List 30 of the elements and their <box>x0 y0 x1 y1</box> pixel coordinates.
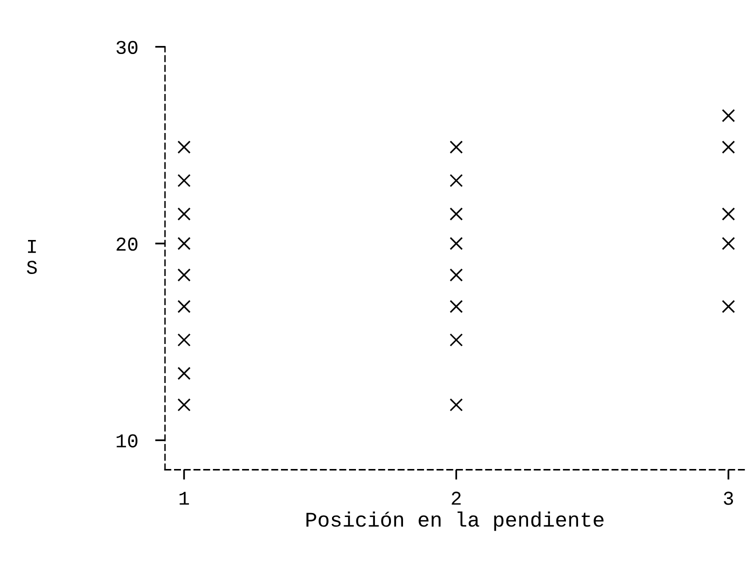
point <box>722 236 735 250</box>
point <box>722 300 735 314</box>
y-tick-label: 10 <box>116 434 138 448</box>
point <box>450 398 463 412</box>
y-tick-label: 30 <box>116 40 138 54</box>
y-tick-label: 20 <box>116 238 138 251</box>
point <box>450 268 463 282</box>
y-axis-title: I S <box>26 240 37 274</box>
point <box>450 174 463 188</box>
point <box>177 174 191 188</box>
x-tick-label: 1 <box>180 492 189 505</box>
point <box>450 300 463 314</box>
point <box>177 236 191 250</box>
point <box>722 109 735 122</box>
x-tick-label: 3 <box>724 492 734 505</box>
point <box>450 207 463 221</box>
x-axis-title: Posición en la pendiente <box>306 511 604 531</box>
point <box>177 300 191 314</box>
point <box>177 268 191 282</box>
point <box>177 398 191 412</box>
point <box>450 333 463 346</box>
point <box>450 140 463 154</box>
point <box>177 140 191 154</box>
point <box>722 140 735 154</box>
point <box>177 366 191 380</box>
point <box>722 207 735 221</box>
x-tick-label: 2 <box>452 492 461 505</box>
point <box>177 207 191 221</box>
point <box>177 333 191 346</box>
point <box>450 236 463 250</box>
